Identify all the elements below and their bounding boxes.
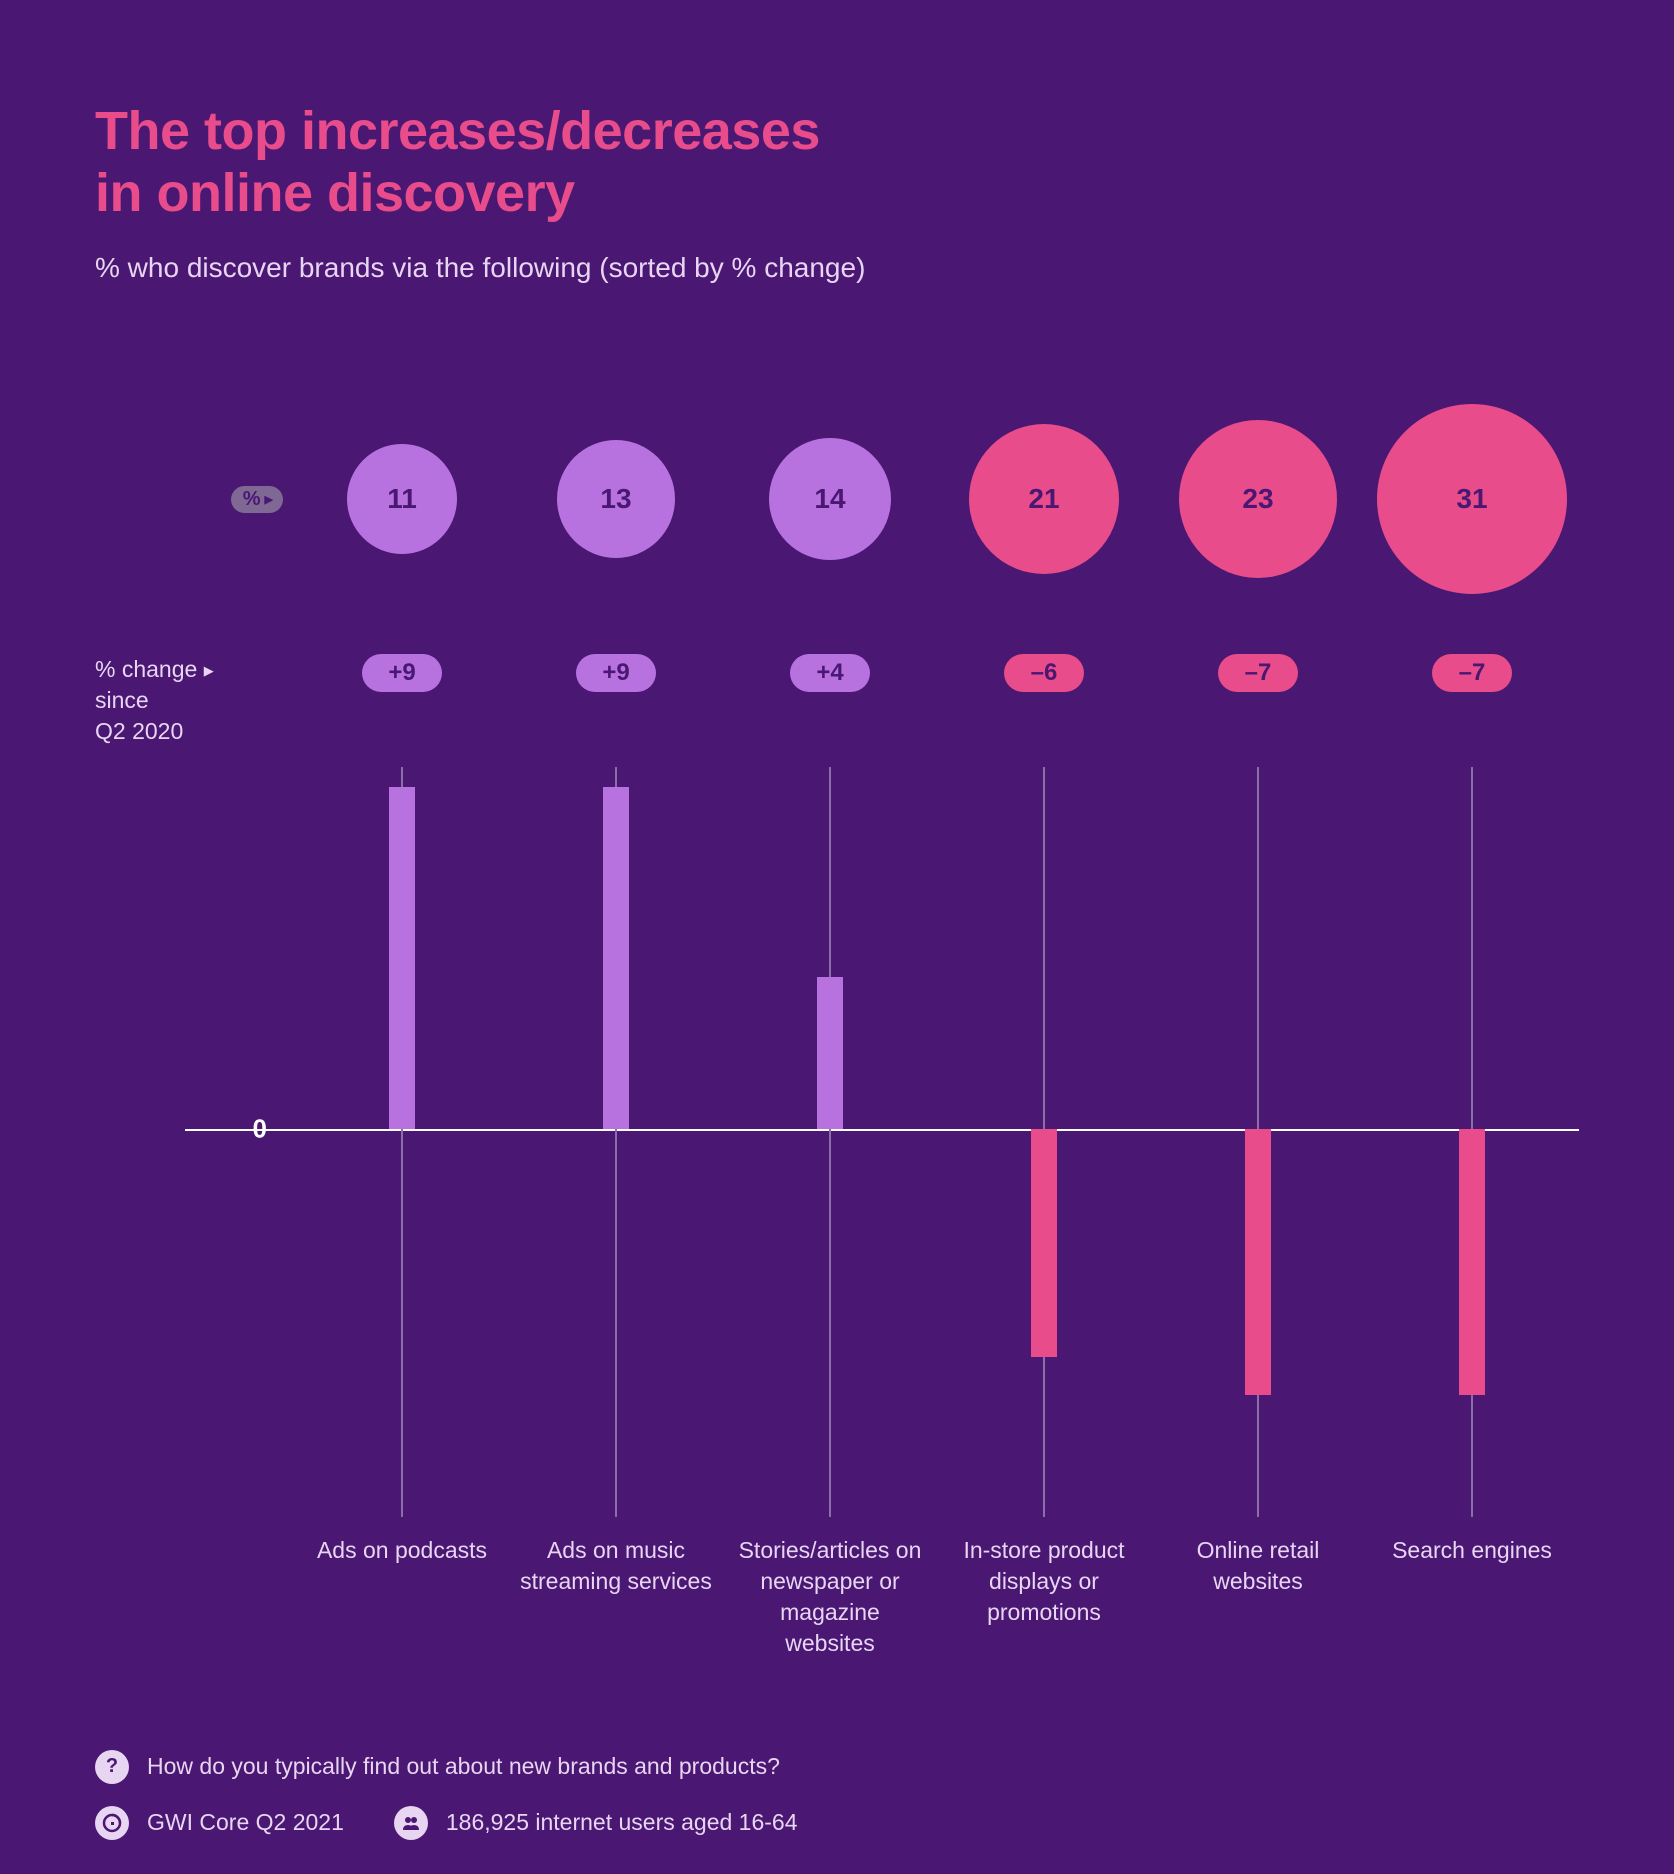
category-row: Ads on podcastsAds on music streaming se… — [95, 1535, 1579, 1659]
footer-source: GWI Core Q2 2021 — [147, 1809, 344, 1836]
category-label: Stories/articles on newspaper or magazin… — [723, 1535, 937, 1659]
change-pill: +9 — [362, 654, 442, 692]
bubble: 23 — [1179, 420, 1337, 578]
category-label: Ads on podcasts — [295, 1535, 509, 1659]
footer-sample: 186,925 internet users aged 16-64 — [446, 1809, 798, 1836]
chart-title: The top increases/decreases in online di… — [95, 100, 1579, 224]
title-line-1: The top increases/decreases — [95, 101, 820, 161]
category-label: In-store product displays or promotions — [937, 1535, 1151, 1659]
footer-question: How do you typically find out about new … — [147, 1753, 780, 1780]
question-icon: ? — [95, 1750, 129, 1784]
bars-area: 0 — [95, 767, 1579, 1517]
bubble-row: % 11 13 14 21 23 31 — [95, 404, 1579, 594]
bar — [817, 977, 843, 1129]
change-pill: –7 — [1218, 654, 1298, 692]
bubble: 11 — [347, 444, 457, 554]
bubble: 31 — [1377, 404, 1567, 594]
bar — [389, 787, 415, 1129]
change-pill: –7 — [1432, 654, 1512, 692]
chart-subtitle: % who discover brands via the following … — [95, 252, 1579, 284]
change-pill: +9 — [576, 654, 656, 692]
change-row: % change ▶ since Q2 2020 +9 +9 +4 –6 –7 –7 — [95, 654, 1579, 747]
category-label: Search engines — [1365, 1535, 1579, 1659]
source-icon — [95, 1806, 129, 1840]
change-row-label: % change ▶ since Q2 2020 — [95, 654, 295, 747]
chart-footer: ? How do you typically find out about ne… — [95, 1750, 1579, 1840]
bubble: 14 — [769, 438, 891, 560]
bubble: 13 — [557, 440, 675, 558]
bar — [1031, 1129, 1057, 1357]
category-label: Ads on music streaming services — [509, 1535, 723, 1659]
bar — [1245, 1129, 1271, 1395]
bar — [1459, 1129, 1485, 1395]
change-pill: –6 — [1004, 654, 1084, 692]
change-pill: +4 — [790, 654, 870, 692]
chart-area: % 11 13 14 21 23 31 % change ▶ since Q2 2020 … — [95, 404, 1579, 1659]
percent-pill-icon: % — [231, 486, 283, 513]
bar-stem — [829, 767, 831, 1517]
title-line-2: in online discovery — [95, 163, 575, 223]
bubble: 21 — [969, 424, 1119, 574]
bar — [603, 787, 629, 1129]
sample-icon — [394, 1806, 428, 1840]
category-label: Online retail websites — [1151, 1535, 1365, 1659]
